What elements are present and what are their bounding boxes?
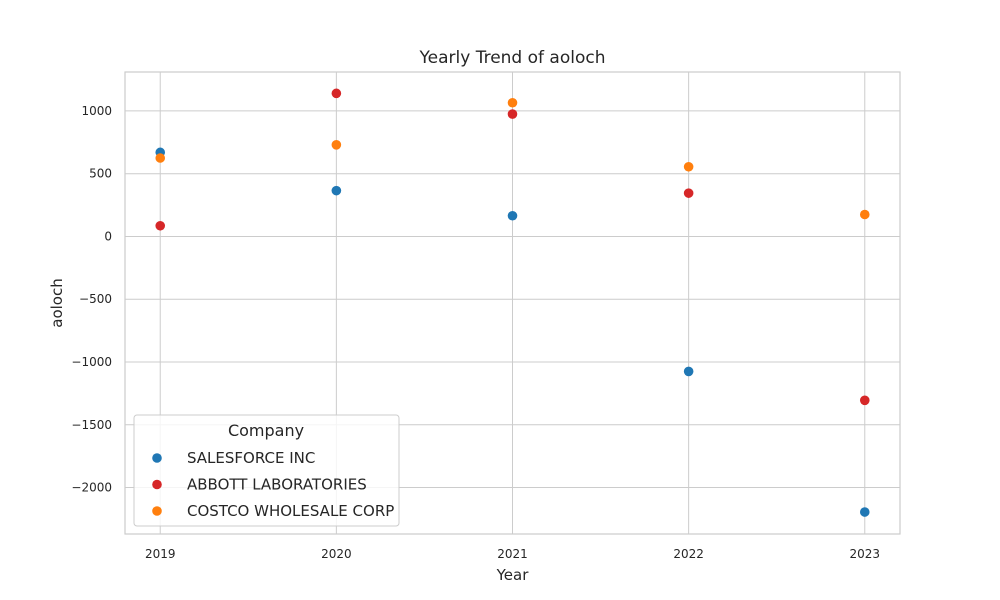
legend-marker [152, 453, 162, 463]
y-axis-label: aoloch [48, 278, 66, 327]
y-tick-label: −2000 [71, 481, 112, 495]
y-tick-label: −1000 [71, 355, 112, 369]
x-tick-label: 2022 [673, 547, 704, 561]
data-point [859, 507, 870, 517]
x-tick-label: 2021 [497, 547, 528, 561]
data-point [331, 140, 342, 150]
data-point [683, 366, 694, 377]
x-axis-label: Year [496, 566, 530, 584]
data-point [683, 161, 694, 172]
tick-labels: 1000 500 0 −500 −1000 −1500 −2000 2019 2020 2021 2… [71, 104, 880, 561]
legend-label: ABBOTT LABORATORIES [187, 476, 367, 494]
data-point [331, 88, 342, 99]
y-tick-label: 500 [89, 167, 112, 181]
data-point [507, 210, 518, 221]
x-tick-label: 2023 [849, 547, 880, 561]
legend-box [133, 414, 400, 527]
data-point [859, 395, 870, 406]
y-tick-label: 0 [104, 229, 112, 243]
data-point [155, 153, 166, 163]
x-tick-label: 2019 [145, 547, 176, 561]
legend: Company SALESFORCE INC ABBOTT LABORATORIE… [133, 414, 400, 527]
x-tick-label: 2020 [321, 547, 352, 561]
data-point [155, 220, 166, 231]
data-point [683, 188, 694, 198]
data-point [507, 97, 518, 108]
y-tick-label: −500 [79, 292, 112, 306]
legend-label: COSTCO WHOLESALE CORP [187, 502, 394, 520]
data-point [331, 185, 342, 196]
chart-title: Yearly Trend of aoloch [419, 48, 606, 68]
y-tick-label: 1000 [81, 104, 112, 118]
y-tick-label: −1500 [71, 418, 112, 432]
legend-marker [152, 506, 162, 516]
legend-label: SALESFORCE INC [187, 449, 315, 467]
legend-marker [152, 479, 162, 490]
legend-title: Company [228, 421, 304, 440]
plot-frame [124, 71, 901, 535]
data-point [507, 109, 518, 119]
data-points [155, 88, 870, 517]
data-point [859, 209, 870, 220]
